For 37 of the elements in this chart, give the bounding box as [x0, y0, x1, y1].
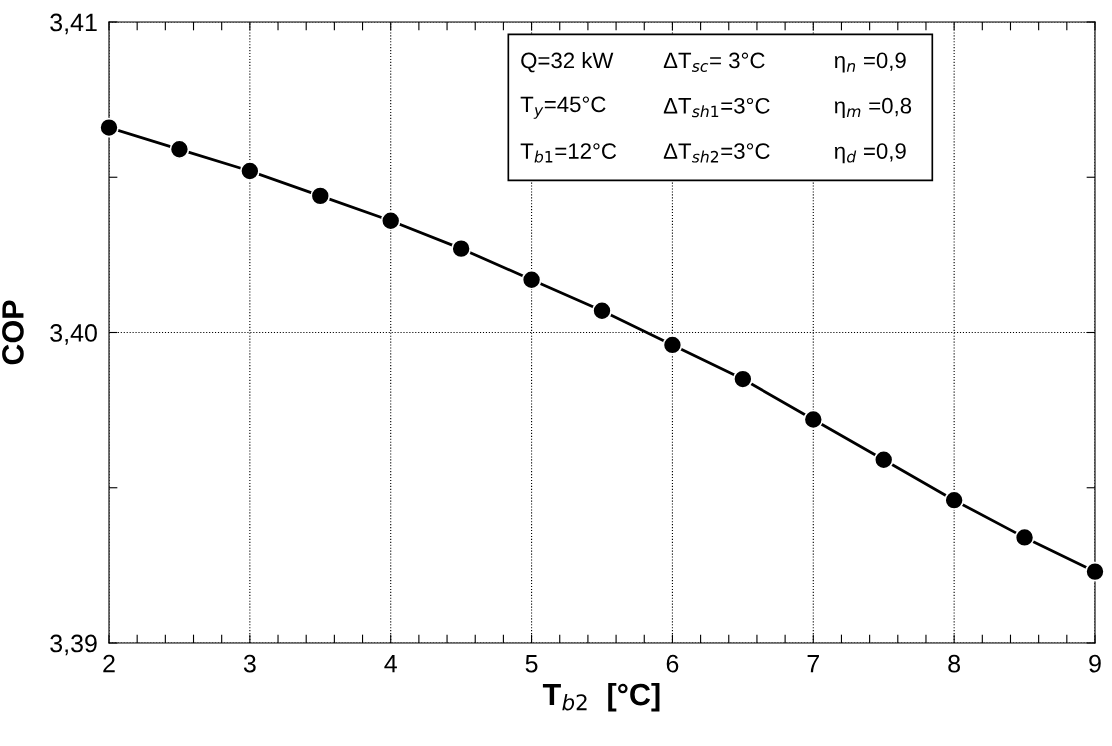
annotation: η$_{m}$ =0,8 [834, 97, 912, 118]
x-tick-label: 7 [807, 655, 819, 673]
y-axis-title: COP [2, 300, 24, 365]
x-tick-label: 6 [666, 654, 679, 673]
annotation: ΔT$_{sh2}$=3°C [663, 143, 770, 163]
annotation: η$_{d}$ =0,9 [834, 143, 906, 164]
x-tick-label: 8 [948, 654, 961, 673]
point [239, 161, 260, 181]
annotation: η$_{n}$ =0,9 [834, 52, 906, 73]
x-tick-label: 2 [103, 654, 115, 673]
point [1014, 527, 1035, 548]
point [169, 139, 190, 160]
annotation: ΔT$_{sc}$= 3°C [663, 52, 765, 72]
point [521, 269, 542, 290]
point [592, 300, 612, 321]
point [451, 238, 472, 259]
point [99, 117, 119, 138]
x-tick-label: 4 [384, 655, 397, 673]
point [1085, 561, 1105, 582]
point [310, 186, 331, 206]
point [732, 369, 753, 389]
y-tick-label: 3,41 [50, 13, 97, 35]
point [662, 335, 683, 355]
x-tick-label: 3 [243, 654, 256, 673]
point [803, 409, 824, 430]
x-tick-label: 5 [525, 655, 538, 673]
y-tick-label: 3,40 [50, 324, 97, 345]
point [873, 449, 894, 470]
point [380, 210, 401, 231]
annotation: ΔT$_{sh1}$=3°C [663, 97, 770, 118]
annotation: T$_{y}$=45°C [520, 96, 606, 119]
x-axis-title: T$_{b2}$ [°C] [542, 682, 660, 712]
annotation: Q=32 kW [521, 52, 614, 73]
y-tick-label: 3,39 [50, 634, 97, 656]
point [944, 490, 965, 511]
annotation: T$_{b1}$=12°C [520, 143, 617, 163]
x-tick-label: 9 [1089, 654, 1101, 673]
